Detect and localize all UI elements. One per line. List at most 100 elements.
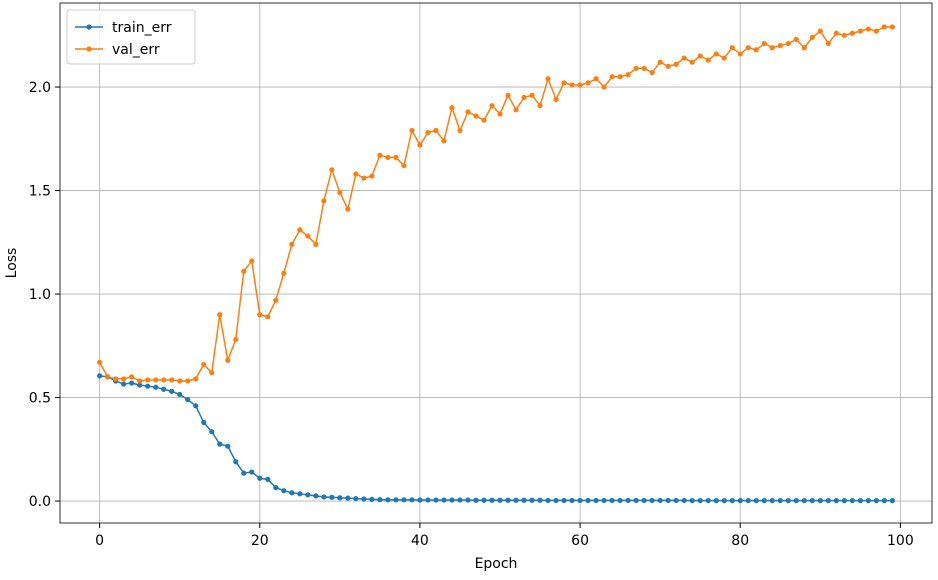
- point: [745, 498, 751, 504]
- point: [297, 491, 303, 497]
- point: [721, 498, 727, 504]
- point: [753, 498, 759, 504]
- point: [881, 24, 887, 30]
- point: [529, 497, 535, 503]
- series-line: [99, 375, 893, 502]
- point: [769, 498, 775, 504]
- x-axis-label: Epoch: [475, 556, 518, 572]
- point: [177, 391, 183, 398]
- point: [793, 36, 799, 43]
- point: [185, 397, 191, 403]
- point: [161, 386, 167, 392]
- point: [265, 314, 271, 320]
- point: [601, 84, 607, 90]
- point: [289, 490, 295, 496]
- point: [153, 377, 159, 383]
- point: [841, 498, 847, 504]
- point: [585, 80, 591, 86]
- point: [665, 63, 671, 69]
- point: [609, 497, 615, 504]
- point: [617, 74, 623, 80]
- point: [225, 357, 231, 363]
- point: [313, 241, 319, 247]
- point: [681, 497, 687, 504]
- point: [505, 497, 511, 503]
- point: [417, 497, 423, 503]
- point: [673, 497, 679, 504]
- point: [145, 383, 151, 389]
- point: [329, 167, 335, 173]
- point: [561, 80, 567, 86]
- point: [777, 43, 783, 49]
- point: [473, 497, 479, 503]
- point: [321, 198, 327, 204]
- point: [497, 111, 503, 117]
- point: [833, 30, 839, 36]
- point: [409, 127, 415, 134]
- point: [769, 45, 775, 51]
- point: [801, 45, 807, 51]
- point: [697, 498, 703, 504]
- point: [721, 55, 727, 61]
- point: [281, 270, 287, 276]
- point: [657, 59, 663, 65]
- point: [201, 361, 207, 368]
- point: [817, 498, 823, 504]
- point: [737, 51, 743, 57]
- point: [433, 127, 439, 134]
- point: [273, 485, 279, 491]
- point: [449, 105, 455, 111]
- point: [321, 494, 327, 500]
- point: [401, 497, 407, 503]
- point: [137, 382, 143, 388]
- point: [801, 498, 807, 504]
- point: [329, 494, 335, 500]
- point: [657, 497, 663, 504]
- legend-marker: [86, 24, 92, 30]
- point: [129, 380, 135, 386]
- point: [297, 227, 303, 233]
- point: [401, 163, 407, 169]
- point: [665, 497, 671, 504]
- point: [713, 51, 719, 57]
- point: [857, 28, 863, 34]
- legend-marker: [86, 46, 92, 52]
- point: [889, 24, 895, 30]
- point: [537, 497, 543, 503]
- point: [865, 498, 871, 504]
- point: [553, 96, 559, 103]
- point: [121, 381, 127, 387]
- point: [577, 497, 583, 504]
- point: [825, 40, 831, 47]
- point: [169, 377, 175, 383]
- point: [257, 312, 263, 318]
- point: [209, 429, 215, 435]
- point: [177, 378, 183, 384]
- point: [689, 59, 695, 65]
- point: [489, 103, 495, 109]
- point: [577, 82, 583, 88]
- point: [833, 498, 839, 504]
- point: [649, 69, 655, 76]
- point: [409, 497, 415, 503]
- point: [441, 138, 447, 144]
- point: [425, 129, 431, 136]
- point: [345, 495, 351, 501]
- point: [545, 76, 551, 82]
- point: [425, 497, 431, 503]
- point: [689, 498, 695, 504]
- point: [865, 26, 871, 32]
- point: [889, 498, 895, 504]
- point: [881, 498, 887, 504]
- point: [233, 336, 239, 343]
- point: [857, 498, 863, 504]
- point: [537, 103, 543, 109]
- point: [521, 94, 527, 100]
- point: [849, 30, 855, 36]
- point: [569, 497, 575, 504]
- point: [153, 384, 159, 390]
- point: [241, 470, 247, 476]
- point: [337, 190, 343, 196]
- point: [673, 61, 679, 67]
- point: [193, 376, 199, 382]
